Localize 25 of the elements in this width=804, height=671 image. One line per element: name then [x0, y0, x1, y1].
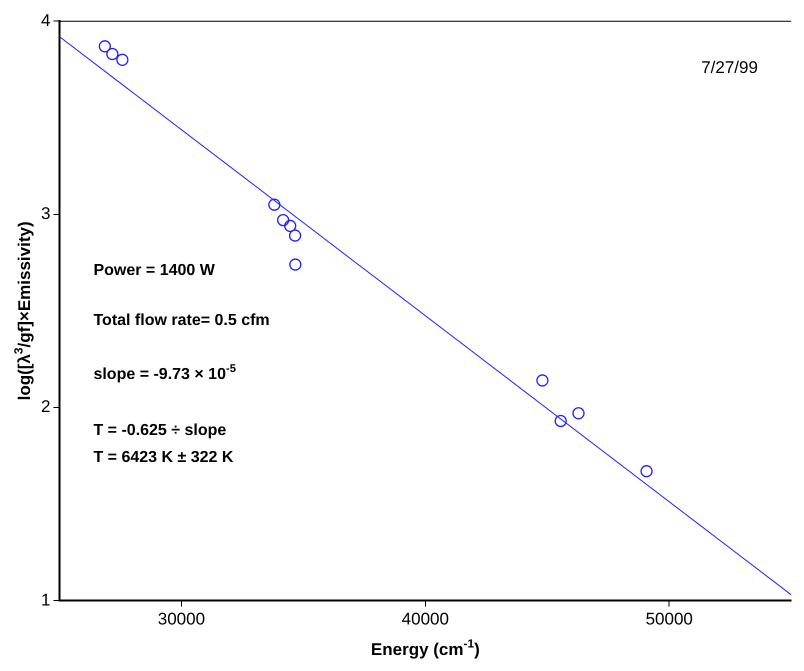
- x-tick-label: 30000: [158, 609, 206, 628]
- point: [116, 54, 129, 66]
- point: [98, 40, 111, 52]
- point: [536, 374, 549, 387]
- point: [284, 220, 296, 232]
- y-tick-label: 4: [40, 10, 50, 30]
- annotation: Power = 1400 W: [93, 262, 216, 280]
- x-tick-label: 40000: [402, 609, 449, 628]
- y-axis-title: log([λ3/gf]×Emissivity): [11, 221, 34, 400]
- point: [289, 258, 302, 271]
- y-tick-label: 1: [40, 590, 50, 610]
- annotation: Total flow rate= 0.5 cfm: [93, 312, 270, 330]
- point: [640, 465, 653, 478]
- y-tick-label: 2: [40, 397, 50, 416]
- point: [268, 198, 280, 211]
- point: [106, 48, 119, 60]
- x-tick-label: 50000: [646, 609, 693, 628]
- point: [554, 414, 567, 428]
- point: [276, 214, 290, 226]
- point: [288, 229, 302, 242]
- annotation: T = 6423 K ± 322 K: [93, 449, 234, 466]
- annotation: 7/27/99: [701, 58, 758, 78]
- y-tick-label: 3: [40, 204, 50, 224]
- annotation: T = -0.625 ÷ slope: [93, 422, 226, 440]
- point: [572, 407, 585, 420]
